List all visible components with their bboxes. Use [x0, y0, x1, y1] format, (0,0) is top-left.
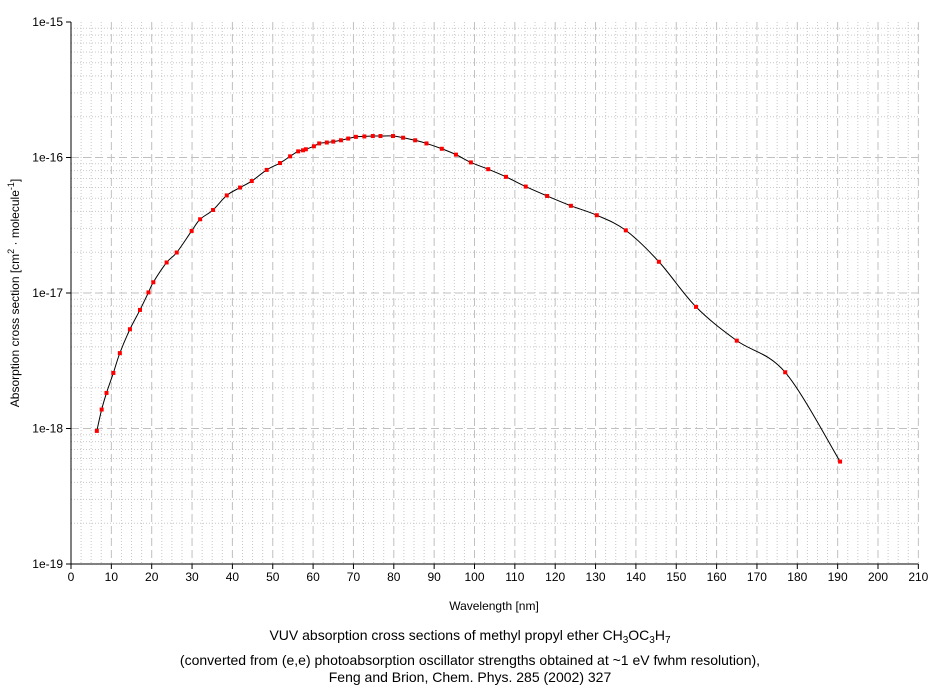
data-point: [370, 134, 375, 139]
data-point: [278, 161, 283, 166]
x-tick-label: 60: [306, 570, 320, 584]
data-point: [296, 149, 301, 154]
data-point: [146, 290, 151, 295]
x-tick-label: 210: [908, 570, 928, 584]
y-axis-label: Absorption cross section [cm2 · molecule…: [6, 179, 22, 407]
data-point: [264, 167, 269, 172]
data-point: [94, 428, 99, 433]
data-point: [468, 160, 473, 165]
data-point: [594, 213, 599, 218]
x-tick-label: 150: [666, 570, 686, 584]
data-point: [151, 280, 156, 285]
data-point: [238, 185, 243, 190]
x-tick-label: 70: [347, 570, 361, 584]
data-point: [838, 459, 843, 464]
series-markers: [94, 134, 843, 464]
data-point: [317, 141, 322, 146]
data-point: [623, 228, 628, 233]
data-point: [324, 140, 329, 145]
data-point: [164, 260, 169, 265]
data-point: [99, 407, 104, 412]
data-point: [353, 134, 358, 139]
data-point: [174, 250, 179, 255]
data-point: [424, 141, 429, 146]
x-tick-label: 40: [226, 570, 240, 584]
x-tick-label: 180: [787, 570, 807, 584]
data-point: [331, 139, 336, 144]
data-point: [249, 179, 254, 184]
data-point: [439, 146, 444, 151]
x-tick-label: 80: [387, 570, 401, 584]
data-point: [413, 138, 418, 143]
x-tick-label: 140: [626, 570, 646, 584]
x-tick-label: 20: [145, 570, 159, 584]
data-point: [198, 217, 203, 222]
data-point: [486, 167, 491, 172]
data-point: [127, 327, 132, 332]
y-tick-label: 1e-15: [32, 15, 63, 29]
data-point: [311, 144, 316, 149]
chart-title: VUV absorption cross sections of methyl …: [269, 627, 671, 646]
ticks: 0 10 20 30 40 50 60 70 80 90 100 110 120 130 140 150 160…: [32, 15, 928, 584]
data-point: [378, 134, 383, 139]
x-tick-label: 0: [68, 570, 75, 584]
data-point: [189, 228, 194, 233]
data-point: [390, 134, 395, 139]
data-point: [656, 259, 661, 264]
data-point: [224, 193, 229, 198]
data-point: [117, 351, 122, 356]
data-point: [301, 148, 306, 153]
data-point: [545, 193, 550, 198]
chart-subtitle-1: (converted from (e,e) photoabsorption os…: [179, 652, 761, 668]
data-point: [362, 134, 367, 139]
data-point: [453, 152, 458, 157]
y-tick-label: 1e-17: [32, 286, 63, 300]
data-point: [734, 338, 739, 343]
x-tick-label: 90: [427, 570, 441, 584]
x-tick-label: 200: [868, 570, 888, 584]
data-point: [523, 184, 528, 189]
data-point: [137, 307, 142, 312]
data-point: [288, 154, 293, 159]
x-axis-label: Wavelength [nm]: [449, 599, 539, 613]
data-point: [211, 207, 216, 212]
data-point: [568, 203, 573, 208]
x-tick-label: 170: [747, 570, 767, 584]
data-point: [401, 135, 406, 140]
data-point: [783, 370, 788, 375]
data-point: [503, 174, 508, 179]
data-point: [346, 136, 351, 141]
data-point: [338, 138, 343, 143]
x-tick-label: 160: [707, 570, 727, 584]
data-point: [104, 390, 109, 395]
x-tick-label: 30: [185, 570, 199, 584]
y-tick-label: 1e-18: [32, 422, 63, 436]
x-tick-label: 110: [505, 570, 524, 584]
chart-subtitle-2: Feng and Brion, Chem. Phys. 285 (2002) 3…: [328, 669, 612, 685]
x-tick-label: 10: [105, 570, 119, 584]
y-tick-label: 1e-16: [32, 151, 63, 165]
data-point: [694, 304, 699, 309]
series-line: [96, 135, 841, 462]
y-tick-label: 1e-19: [32, 557, 63, 571]
x-tick-label: 120: [545, 570, 565, 584]
data-point: [303, 147, 308, 152]
data-point: [111, 370, 116, 375]
x-tick-label: 130: [586, 570, 606, 584]
grid: [71, 22, 919, 564]
x-tick-label: 190: [828, 570, 848, 584]
x-tick-label: 100: [464, 570, 484, 584]
x-tick-label: 50: [266, 570, 280, 584]
